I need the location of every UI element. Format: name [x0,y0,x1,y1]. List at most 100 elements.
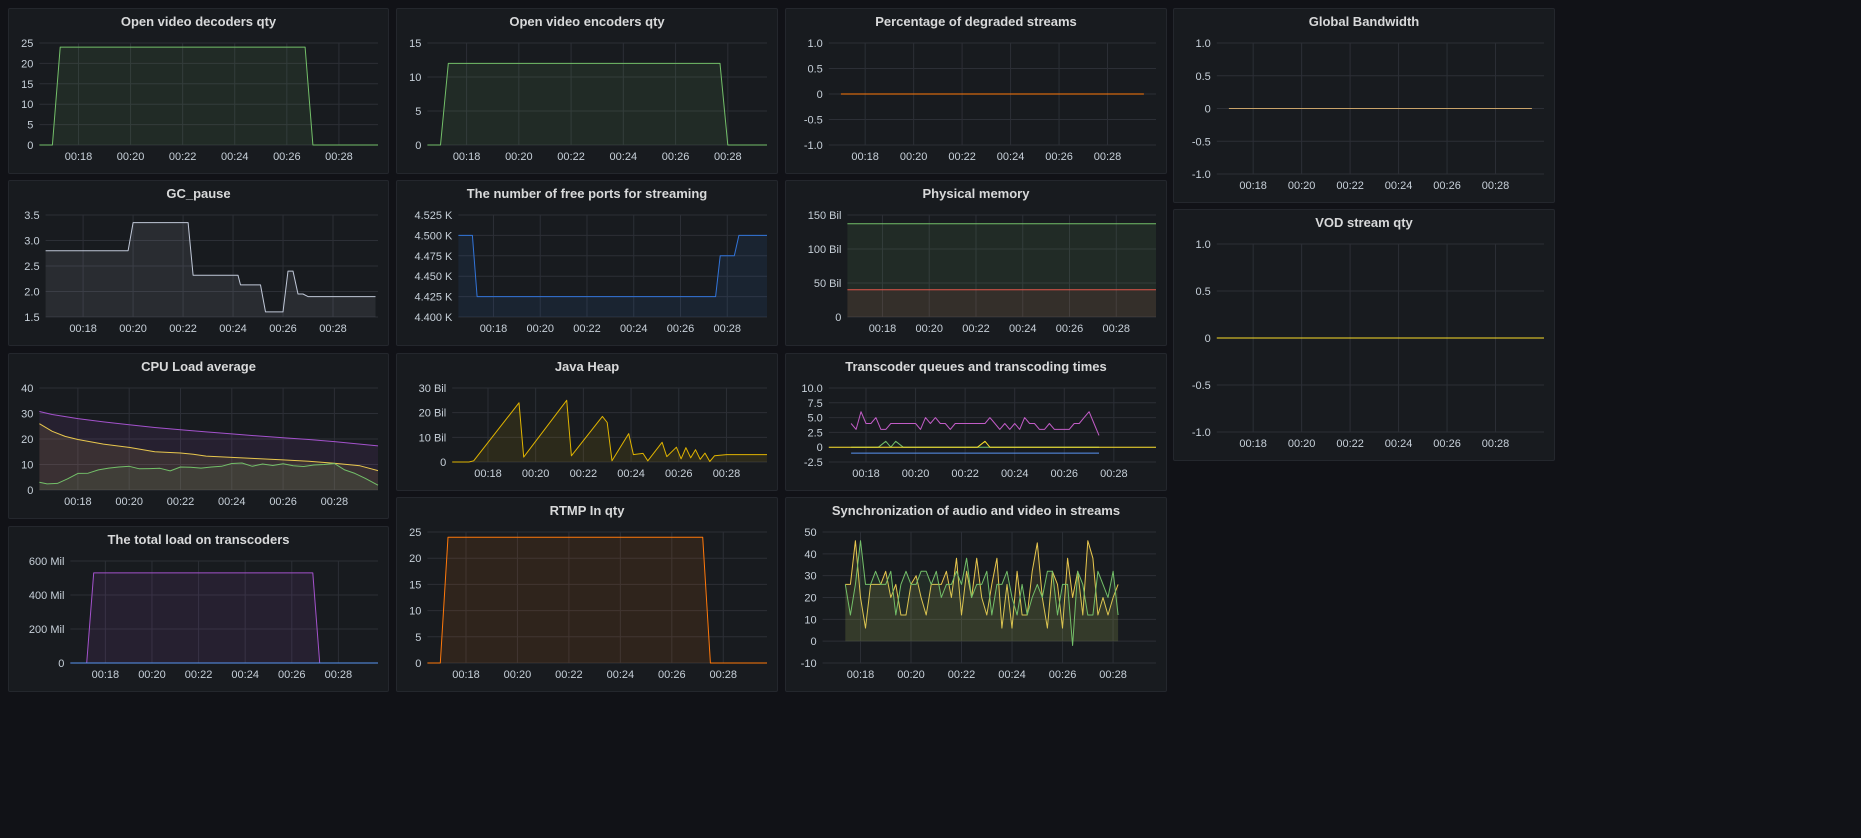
x-tick-label: 00:18 [847,669,875,681]
series-line-0 [45,222,376,313]
x-tick-label: 00:18 [452,669,480,681]
x-tick-label: 00:18 [453,151,481,163]
panel-transcoder-load[interactable]: The total load on transcoders 0 200 Mil 40… [8,526,389,692]
panel-title[interactable]: RTMP In qty [549,503,625,518]
panel-av-sync[interactable]: Synchronization of audio and video in st… [785,497,1167,692]
chart-vod-stream-qty: -1.0 -0.5 0 0.5 1.0 00:18 00:20 00:22 00:24 00:26… [1192,239,1544,450]
chart-transcoder-load: 0 200 Mil 400 Mil 600 Mil 00:18 00:20 00:22 00:… [29,556,379,681]
series-area-1 [847,289,1156,317]
x-tick-label: 00:24 [219,323,247,335]
x-tick-label: 00:24 [231,669,259,681]
y-tick-label: -1.0 [804,140,823,152]
panel-title[interactable]: Synchronization of audio and video in st… [831,503,1121,518]
panel-title[interactable]: Physical memory [922,186,1030,201]
x-tick-label: 00:22 [185,669,213,681]
panel-title[interactable]: VOD stream qty [1315,215,1413,230]
y-tick-label: -2.5 [804,457,823,469]
chart-cpu-load: 0 10 20 30 40 00:18 00:20 00:22 00:24 00:26 00:28 [21,383,379,508]
panel-cpu-load[interactable]: CPU Load average 0 10 20 30 40 00:18 00:20 00:2… [8,353,389,519]
x-tick-label: 00:18 [851,151,879,163]
x-tick-label: 00:26 [658,669,686,681]
series-area-1 [845,540,1119,646]
y-tick-label: 0 [1205,333,1211,345]
panel-free-ports[interactable]: The number of free ports for streaming 4… [396,180,778,346]
series-line-0 [427,62,767,146]
x-tick-label: 00:22 [962,323,990,335]
y-tick-label: 10.0 [801,383,822,395]
x-tick-label: 00:20 [505,151,533,163]
series-line-1 [39,423,379,472]
x-tick-label: 00:28 [1099,669,1127,681]
y-tick-label: 0 [58,658,64,670]
series-area-2 [39,463,379,490]
series-area-0 [427,537,767,663]
x-tick-label: 00:28 [714,151,742,163]
x-tick-label: 00:18 [1239,180,1267,192]
x-tick-label: 00:20 [1288,180,1316,192]
x-tick-label: 00:22 [167,496,195,508]
panel-gc-pause[interactable]: GC_pause 1.5 2.0 2.5 3.0 3.5 00:18 00:20 00:22 0… [8,180,389,346]
panel-transcoder-queues[interactable]: Transcoder queues and transcoding times … [785,353,1167,491]
x-tick-label: 00:18 [852,468,880,480]
panel-vod-stream-qty[interactable]: VOD stream qty -1.0 -0.5 0 0.5 1.0 00:18 00:20… [1173,209,1555,461]
x-tick-label: 00:26 [269,323,297,335]
y-tick-label: 1.0 [1196,239,1211,251]
x-tick-label: 00:28 [321,496,349,508]
panel-global-bandwidth[interactable]: Global Bandwidth -1.0 -0.5 0 0.5 1.0 00:18 00:… [1173,8,1555,203]
y-tick-label: 30 Bil [419,383,447,395]
y-tick-label: 0 [1205,104,1211,116]
panel-open-video-decoders[interactable]: Open video decoders qty 0 5 10 15 20 25 00:18 0… [8,8,389,174]
y-tick-label: 2.0 [24,287,39,299]
chart-degraded-streams: -1.0 -0.5 0 0.5 1.0 00:18 00:20 00:22 00:24 00:26… [804,38,1156,163]
y-tick-label: 1.0 [1196,38,1211,50]
panel-physical-memory[interactable]: Physical memory 0 50 Bil 100 Bil 150 Bil 00:… [785,180,1167,346]
y-tick-label: 4.450 K [414,271,453,283]
panel-title[interactable]: Global Bandwidth [1308,14,1420,29]
y-tick-label: -0.5 [1192,136,1211,148]
y-tick-label: 20 [21,434,33,446]
y-tick-label: 50 [804,527,816,539]
y-tick-label: 3.0 [24,236,39,248]
x-tick-label: 00:24 [620,323,648,335]
y-tick-label: 40 [804,549,816,561]
x-tick-label: 00:22 [169,323,197,335]
panel-title[interactable]: The number of free ports for streaming [466,186,708,201]
y-tick-label: 0 [440,457,446,469]
x-tick-label: 00:20 [915,323,943,335]
panel-title[interactable]: Open video decoders qty [120,14,277,29]
y-tick-label: 30 [21,409,33,421]
series-line-0 [845,540,1119,629]
x-tick-label: 00:28 [325,669,353,681]
panel-title[interactable]: GC_pause [166,186,231,201]
chart-java-heap: 0 10 Bil 20 Bil 30 Bil 00:18 00:20 00:22 00:24 0… [419,383,767,480]
panel-degraded-streams[interactable]: Percentage of degraded streams -1.0 -0.5 0… [785,8,1167,174]
panel-title[interactable]: Java Heap [554,359,620,374]
x-tick-label: 00:24 [1009,323,1037,335]
y-tick-label: 0 [810,636,816,648]
panel-title[interactable]: Percentage of degraded streams [875,14,1077,29]
y-tick-label: 20 Bil [419,408,447,420]
y-tick-label: 0.5 [1196,71,1211,83]
y-tick-label: -1.0 [1192,169,1211,181]
series-line-0 [458,234,767,298]
x-tick-label: 00:18 [92,669,120,681]
panel-rtmp-in-qty[interactable]: RTMP In qty 0 5 10 15 20 25 00:18 00:20 00:22 00:… [396,497,778,692]
y-tick-label: -0.5 [1192,380,1211,392]
x-tick-label: 00:22 [570,468,598,480]
panel-title[interactable]: The total load on transcoders [107,532,290,547]
x-tick-label: 00:20 [504,669,532,681]
panel-title[interactable]: Open video encoders qty [509,14,665,29]
y-tick-label: 3.5 [24,210,39,222]
series-area-0 [452,400,767,462]
panel-java-heap[interactable]: Java Heap 0 10 Bil 20 Bil 30 Bil 00:18 00:20 0… [396,353,778,491]
panel-open-video-encoders[interactable]: Open video encoders qty 0 5 10 15 00:18 00:20… [396,8,778,174]
chart-free-ports: 4.400 K 4.425 K 4.450 K 4.475 K 4.500 K 4.525… [414,210,767,335]
panel-title[interactable]: CPU Load average [141,359,256,374]
y-tick-label: 10 [21,460,33,472]
y-tick-label: 400 Mil [29,590,64,602]
y-tick-label: 0.5 [1196,286,1211,298]
series-area-0 [427,63,767,145]
y-tick-label: 7.5 [808,398,823,410]
y-tick-label: 10 [409,606,421,618]
panel-title[interactable]: Transcoder queues and transcoding times [845,359,1107,374]
